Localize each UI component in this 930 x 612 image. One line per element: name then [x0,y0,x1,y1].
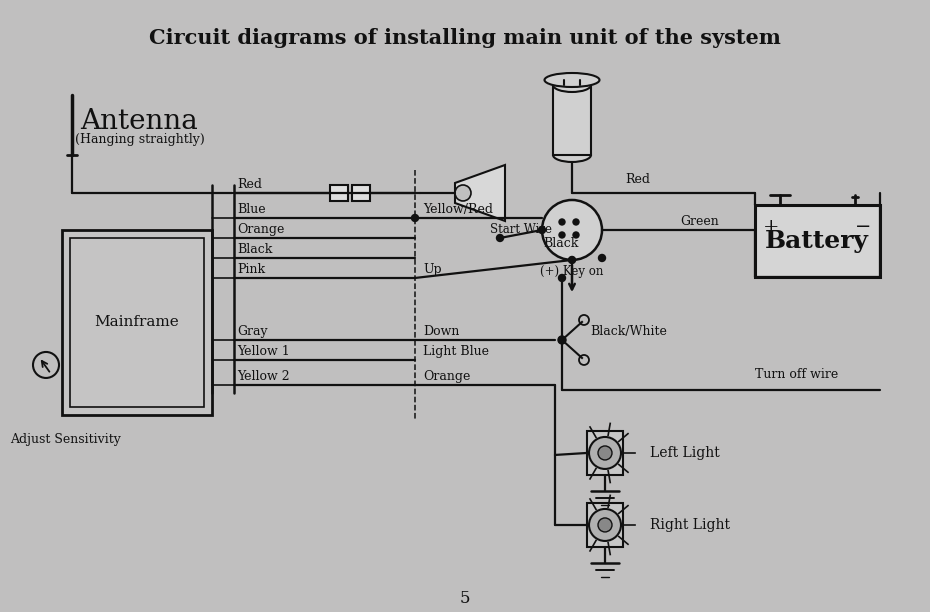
Ellipse shape [553,78,591,92]
Circle shape [589,509,621,541]
Circle shape [542,200,602,260]
Text: Left Light: Left Light [650,446,720,460]
Circle shape [573,232,579,238]
Text: Battery: Battery [765,229,869,253]
Circle shape [559,219,565,225]
Text: Orange: Orange [237,223,285,236]
Text: Pink: Pink [237,263,265,276]
Bar [587,431,623,475]
Text: Black/White: Black/White [590,325,667,338]
Text: Right Light: Right Light [650,518,730,532]
Bar [62,230,212,415]
Circle shape [598,518,612,532]
Text: Circuit diagrams of installing main unit of the system: Circuit diagrams of installing main unit… [149,28,781,48]
Circle shape [411,214,418,222]
Text: Red: Red [237,178,262,191]
Text: Yellow 1: Yellow 1 [237,345,290,358]
Text: Start Wire: Start Wire [490,223,552,236]
Circle shape [569,257,575,263]
Text: Orange: Orange [423,370,471,383]
Text: Turn off wire: Turn off wire [755,368,838,381]
Text: +: + [763,218,779,236]
Polygon shape [455,165,505,221]
Circle shape [455,185,471,201]
Text: Mainframe: Mainframe [95,315,179,329]
Circle shape [538,226,546,233]
Circle shape [497,234,503,242]
Bar [330,185,348,201]
Text: Green: Green [680,215,719,228]
Text: Black: Black [543,237,578,250]
Text: Gray: Gray [237,325,268,338]
Text: −: − [855,218,871,236]
Circle shape [559,232,565,238]
Bar [553,85,591,155]
Bar [352,185,370,201]
Ellipse shape [553,148,591,162]
Text: Light Blue: Light Blue [423,345,489,358]
Circle shape [598,446,612,460]
Bar [587,503,623,547]
Circle shape [573,219,579,225]
Text: Blue: Blue [237,203,266,216]
Text: (+) Key on: (+) Key on [540,266,604,278]
Text: Yellow 2: Yellow 2 [237,370,289,383]
Text: Black: Black [237,243,272,256]
Text: (Hanging straightly): (Hanging straightly) [75,133,205,146]
Text: Adjust Sensitivity: Adjust Sensitivity [10,433,121,446]
Text: Yellow/Red: Yellow/Red [423,203,493,216]
Circle shape [568,256,576,264]
Text: Up: Up [423,263,442,276]
Circle shape [558,336,566,344]
Ellipse shape [544,73,600,87]
Bar [755,205,880,277]
Text: 5: 5 [459,590,471,607]
Circle shape [599,255,605,261]
Bar [70,238,204,407]
Text: Down: Down [423,325,459,338]
Ellipse shape [553,78,591,92]
Text: Antenna: Antenna [80,108,198,135]
Circle shape [559,274,565,282]
Circle shape [589,437,621,469]
Text: Red: Red [625,173,650,187]
